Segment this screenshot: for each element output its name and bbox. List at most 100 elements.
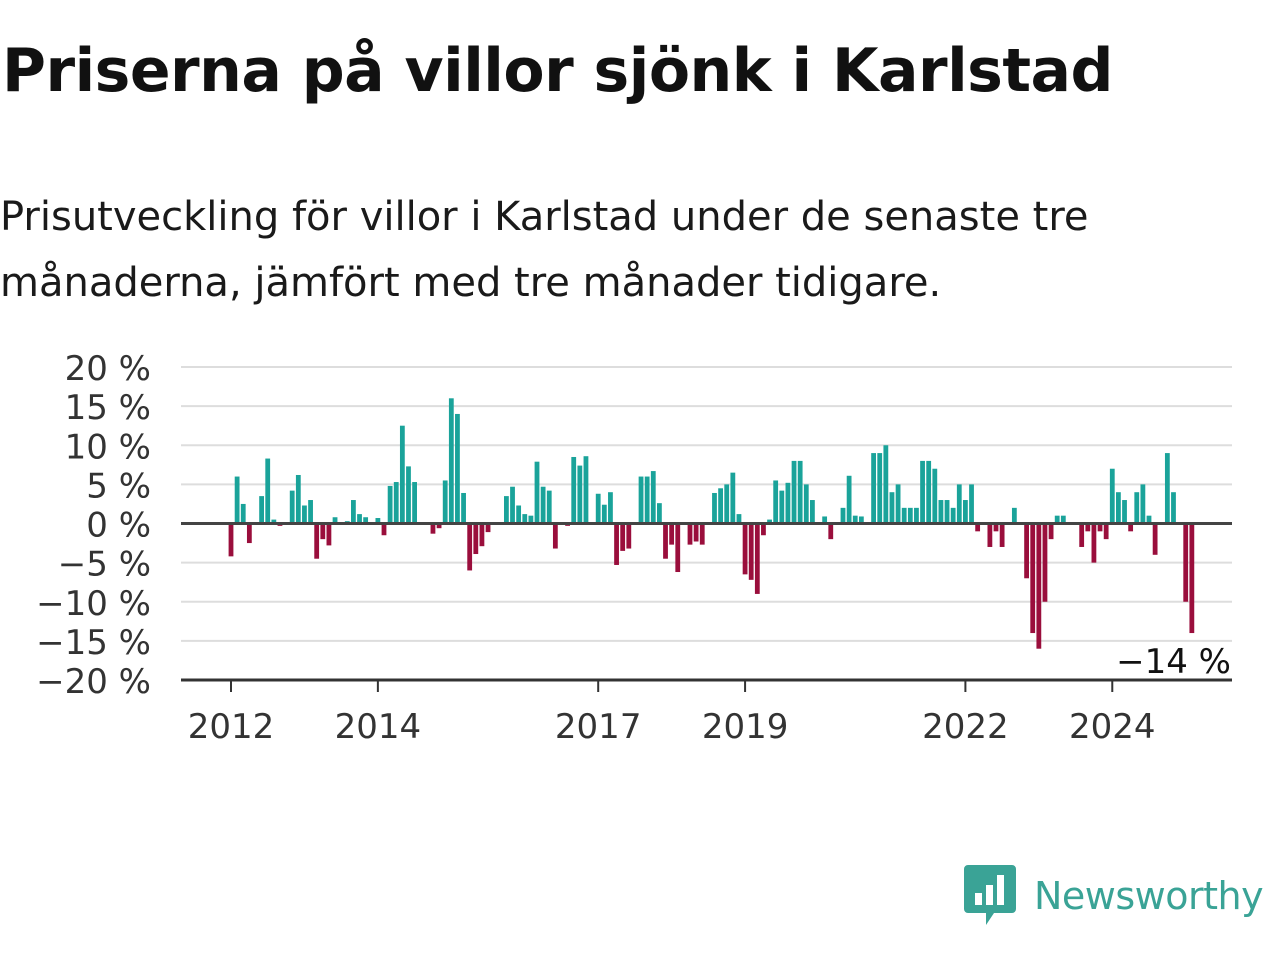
bar — [761, 523, 766, 536]
bar — [228, 523, 234, 557]
bar — [332, 517, 338, 524]
bar — [595, 493, 601, 524]
bar — [504, 496, 509, 524]
gridlines — [181, 366, 1232, 642]
bar — [999, 523, 1005, 547]
bar — [1048, 523, 1054, 540]
bar — [626, 523, 632, 549]
bar — [730, 472, 736, 524]
bar — [399, 425, 405, 524]
bar — [234, 476, 240, 524]
x-tick-label: 2014 — [335, 707, 422, 747]
bar — [852, 515, 858, 524]
y-tick-label: −10 % — [36, 584, 151, 624]
labels: 20 %15 %10 %5 %0 %−5 %−10 %−15 %−20 % 201… — [36, 349, 1234, 747]
bar — [956, 484, 962, 524]
bar — [1116, 492, 1121, 524]
bar — [987, 523, 993, 547]
bar — [883, 445, 889, 524]
bar — [485, 523, 491, 533]
bar — [742, 523, 748, 575]
x-tick-label: 2022 — [922, 707, 1009, 747]
bar — [675, 523, 681, 573]
bar — [1103, 523, 1109, 540]
bar — [920, 460, 925, 524]
bar — [473, 523, 479, 555]
x-tick-label: 2019 — [702, 707, 789, 747]
bar — [1146, 515, 1152, 524]
bar — [240, 503, 246, 524]
bar — [754, 523, 760, 594]
bar — [963, 500, 968, 524]
bar — [638, 476, 644, 524]
bar — [712, 492, 717, 524]
bars — [228, 398, 1195, 649]
bar — [614, 523, 619, 565]
bar — [877, 453, 883, 524]
bar — [1085, 523, 1091, 532]
bar — [1189, 523, 1195, 634]
bar — [510, 486, 515, 524]
bar — [944, 500, 950, 524]
bar — [448, 398, 454, 524]
bar — [516, 505, 522, 524]
y-tick-label: 0 % — [86, 506, 151, 546]
bar — [571, 456, 577, 524]
bar — [1134, 492, 1140, 524]
bar — [583, 456, 589, 524]
bar — [289, 490, 295, 524]
bar — [975, 523, 981, 532]
y-tick-label: −20 % — [36, 662, 151, 702]
y-tick-label: 15 % — [65, 388, 151, 428]
bar — [644, 476, 650, 524]
bar — [846, 475, 852, 524]
bar — [357, 514, 362, 524]
bar — [528, 515, 534, 524]
newsworthy-logo: Newsworthy — [964, 864, 1264, 928]
bar — [1054, 515, 1060, 524]
bar — [914, 507, 919, 524]
newsworthy-logo-icon — [964, 865, 1016, 925]
bar — [889, 492, 895, 524]
bar — [693, 523, 699, 542]
x-tick-label: 2024 — [1069, 707, 1156, 747]
bar — [993, 523, 999, 532]
chart-title: Priserna på villor sjönk i Karlstad — [2, 36, 1114, 106]
bar — [926, 460, 932, 524]
bar — [858, 516, 864, 524]
bar — [314, 523, 320, 559]
bar — [375, 518, 381, 524]
bar — [479, 523, 485, 547]
bar — [1091, 523, 1097, 563]
bar — [822, 516, 828, 524]
x-tick-label: 2017 — [555, 707, 642, 747]
bar — [1140, 484, 1146, 524]
brand-name: Newsworthy — [1034, 874, 1264, 918]
bar — [699, 523, 705, 545]
bar — [393, 482, 399, 524]
bar — [828, 523, 834, 540]
bar — [246, 523, 252, 544]
bar — [546, 490, 552, 524]
bar — [901, 507, 907, 524]
bar — [540, 486, 546, 524]
bar — [461, 492, 466, 524]
bar — [650, 471, 656, 524]
bar — [1109, 468, 1115, 524]
bar — [442, 480, 448, 524]
bar — [467, 523, 473, 571]
bar — [950, 507, 956, 524]
bar — [1024, 523, 1029, 579]
bar — [381, 523, 387, 536]
bar — [1011, 507, 1017, 524]
y-tick-label: 5 % — [86, 466, 151, 506]
last-value-label: −14 % — [1116, 642, 1231, 682]
bar — [1079, 523, 1085, 547]
bar — [748, 523, 754, 580]
bar — [436, 523, 442, 529]
y-tick-label: 20 % — [65, 349, 151, 389]
bar — [308, 500, 313, 524]
bar — [907, 507, 913, 524]
bar-chart: 20 %15 %10 %5 %0 %−5 %−10 %−15 %−20 % 201… — [36, 349, 1234, 747]
bar — [320, 523, 326, 540]
